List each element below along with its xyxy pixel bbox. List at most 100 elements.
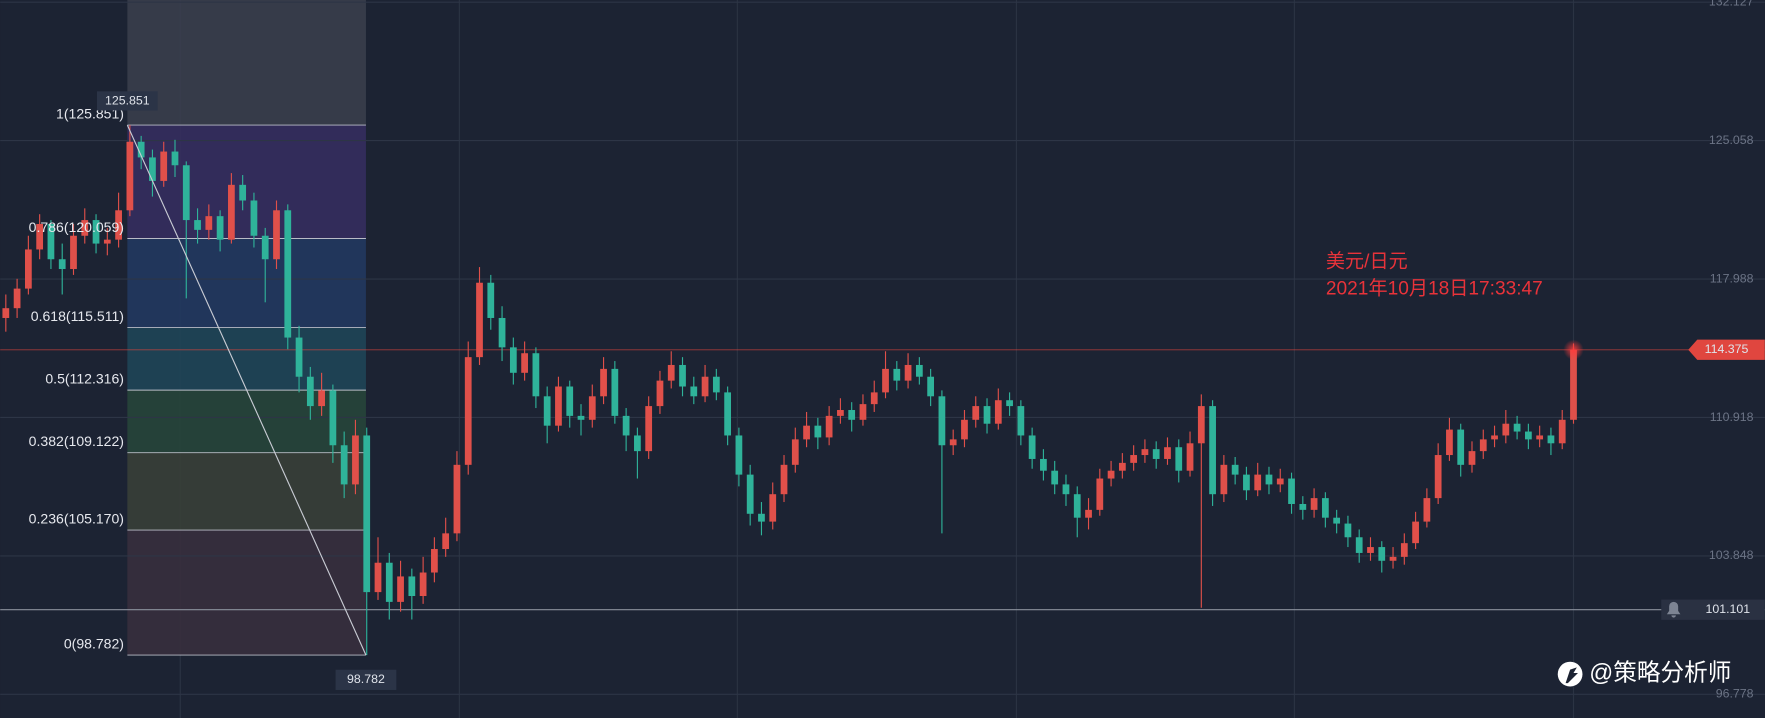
fib-top-zone xyxy=(127,0,366,126)
candle-body xyxy=(1118,462,1126,471)
candle-body xyxy=(239,184,247,201)
candle-body xyxy=(1513,423,1521,432)
candle-body xyxy=(1558,419,1566,444)
candle-body xyxy=(228,184,235,240)
candle-body xyxy=(1197,406,1205,444)
candle-body xyxy=(1040,458,1047,471)
candle-body xyxy=(972,406,980,420)
candle-body xyxy=(126,141,134,211)
candle-body xyxy=(837,410,844,416)
low-tag: 98.782 xyxy=(347,672,385,686)
candle-body xyxy=(949,439,957,446)
candle-body xyxy=(1344,523,1352,538)
candle-body xyxy=(588,396,596,420)
fib-trend-line xyxy=(126,124,367,656)
candle-body xyxy=(1028,435,1036,459)
candle-body xyxy=(859,404,867,420)
candle-body xyxy=(938,396,946,446)
high-tag: 125.851 xyxy=(105,94,150,108)
grid-layer xyxy=(0,1,1765,695)
last-price-tag-box xyxy=(1688,339,1765,360)
candle-body xyxy=(81,220,89,236)
fib-level-label: 0.382(109.122) xyxy=(29,433,124,449)
candle-body xyxy=(1423,498,1431,522)
y-tick-label: 103.848 xyxy=(1709,548,1754,562)
candle-body xyxy=(216,216,224,240)
candle-layer xyxy=(2,125,1577,656)
candle-body xyxy=(825,415,833,438)
candle-body xyxy=(385,562,393,602)
candle-body xyxy=(36,223,44,250)
candle-body xyxy=(58,259,66,270)
candle-body xyxy=(769,494,777,522)
candle-body xyxy=(915,364,923,377)
low-tag-box xyxy=(335,669,397,690)
candle-body xyxy=(803,425,810,440)
watermark-logo xyxy=(1557,661,1583,687)
candle-body xyxy=(1468,451,1476,465)
y-tick-label: 110.918 xyxy=(1710,410,1754,424)
y-tick-label: 117.988 xyxy=(1710,271,1754,285)
candle-body xyxy=(340,445,348,485)
candle-body xyxy=(994,400,1002,424)
fib-band xyxy=(127,390,366,453)
candle-body xyxy=(1141,449,1149,456)
candle-body xyxy=(1175,447,1183,471)
candle-body xyxy=(1310,498,1318,510)
last-price-tag: 114.375 xyxy=(1705,342,1749,356)
candle-body xyxy=(532,353,540,397)
fib-band xyxy=(127,452,366,531)
candle-body xyxy=(611,368,619,416)
candle-body xyxy=(521,353,528,373)
candle-body xyxy=(408,576,416,597)
candle-body xyxy=(13,288,21,309)
candle-body xyxy=(47,223,55,260)
candle-body xyxy=(735,435,743,475)
candle-body xyxy=(329,390,337,446)
candle-body xyxy=(24,249,32,289)
candle-body xyxy=(2,308,10,318)
fib-band xyxy=(127,238,366,328)
fib-band xyxy=(127,530,366,656)
candle-body xyxy=(182,165,190,221)
candle-body xyxy=(103,239,111,244)
candle-body xyxy=(273,210,280,260)
candle-body xyxy=(1457,429,1465,465)
fib-level-label: 0.786(120.059) xyxy=(29,219,124,235)
candle-body xyxy=(1536,435,1544,440)
candle-body xyxy=(893,368,901,381)
y-tick-label: 125.058 xyxy=(1709,133,1754,147)
fib-level-label: 0.236(105.170) xyxy=(29,511,124,527)
candle-body xyxy=(656,380,664,407)
candle-body xyxy=(318,390,325,407)
candle-body xyxy=(250,200,258,236)
candle-body xyxy=(600,368,607,397)
watermark: @策略分析师 xyxy=(1589,659,1731,686)
candle-body xyxy=(352,435,359,485)
candle-body xyxy=(1107,470,1115,479)
candle-body xyxy=(137,141,145,158)
candle-body xyxy=(1434,455,1442,499)
candle-body xyxy=(927,376,935,397)
candle-body xyxy=(1367,547,1374,553)
candle-body xyxy=(690,386,698,397)
candle-body xyxy=(645,406,653,452)
candle-body xyxy=(1288,478,1295,504)
candle-body xyxy=(1446,429,1453,456)
candle-body xyxy=(1209,406,1216,495)
candle-body xyxy=(1243,474,1250,491)
candle-body xyxy=(1570,349,1577,420)
candle-body xyxy=(1051,470,1059,485)
candle-body xyxy=(1525,431,1532,440)
candle-body xyxy=(780,464,788,495)
candle-body xyxy=(1152,449,1160,459)
candle-body xyxy=(667,364,675,381)
y-tick-label: 96.778 xyxy=(1716,687,1754,701)
candle-body xyxy=(566,386,574,416)
candle-body xyxy=(1062,484,1070,495)
candle-body xyxy=(1186,443,1194,471)
fib-band xyxy=(127,125,366,239)
candle-body xyxy=(1412,521,1419,544)
candle-body xyxy=(746,474,754,514)
candle-body xyxy=(634,435,641,452)
